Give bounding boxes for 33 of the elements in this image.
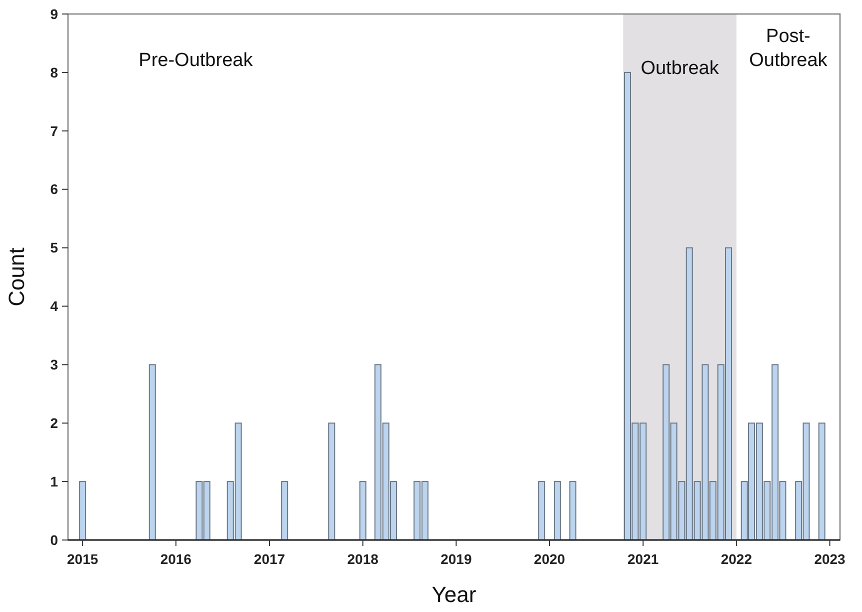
- x-tick-label: 2019: [440, 551, 472, 567]
- y-tick-label: 3: [50, 356, 58, 373]
- y-tick-label: 2: [50, 415, 58, 432]
- y-tick-label: 1: [50, 473, 58, 490]
- x-tick-label: 2022: [720, 551, 752, 567]
- y-axis-title: Count: [4, 248, 29, 306]
- bar: [538, 481, 546, 540]
- x-tick-label: 2018: [347, 551, 379, 567]
- y-tick-label: 8: [50, 64, 58, 80]
- bar: [569, 481, 576, 540]
- bar: [554, 481, 561, 540]
- x-tick-label: 2023: [814, 551, 846, 567]
- x-tick-label: 2016: [160, 551, 192, 567]
- y-tick-label: 6: [50, 181, 58, 198]
- x-tick-label: 2015: [67, 551, 98, 567]
- bar: [328, 422, 336, 540]
- bar: [79, 481, 86, 540]
- y-tick-label: 9: [50, 6, 58, 22]
- y-tick-label: 5: [50, 240, 58, 256]
- x-tick-label: 2020: [534, 551, 566, 567]
- x-tick-label: 2017: [254, 551, 286, 567]
- y-tick-label: 0: [50, 532, 58, 548]
- y-tick-label: 4: [50, 298, 58, 314]
- annotation: Post-Outbreak: [749, 26, 828, 71]
- bar: [148, 364, 156, 540]
- bar: [818, 422, 826, 540]
- x-tick-label: 2021: [628, 551, 659, 567]
- bar: [359, 481, 366, 540]
- annotation: Pre-Outbreak: [138, 50, 254, 71]
- band-label: Outbreak: [640, 58, 720, 79]
- x-axis-title: Year: [432, 582, 476, 607]
- y-tick-label: 7: [50, 122, 58, 139]
- bar: [281, 481, 288, 540]
